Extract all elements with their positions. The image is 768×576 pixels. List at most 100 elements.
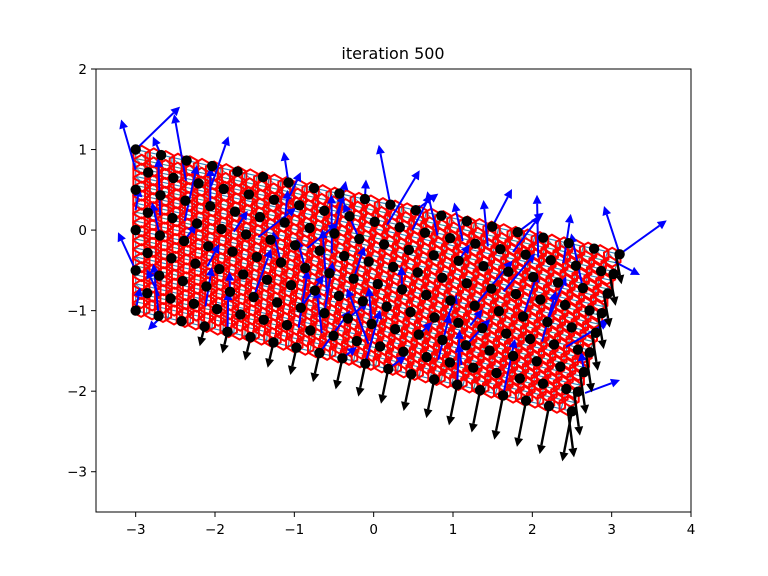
mesh-node: [216, 223, 227, 235]
mesh-node: [232, 166, 243, 177]
mesh-node: [577, 282, 589, 294]
force-arrow: [210, 136, 230, 187]
force-arrow: [469, 309, 483, 327]
load-arrow: [491, 395, 505, 440]
force-arrow: [479, 199, 489, 247]
force-arrow: [584, 378, 620, 394]
mesh-node: [477, 323, 488, 334]
load-arrow: [608, 273, 619, 306]
mesh-node: [486, 283, 497, 294]
mesh-node: [555, 361, 566, 372]
mesh-node: [410, 205, 421, 216]
load-arrow: [265, 342, 275, 368]
mesh-node: [453, 255, 464, 266]
mesh-node: [153, 310, 164, 322]
mesh-node: [363, 256, 374, 267]
axes-frame: [95, 68, 692, 513]
mesh-node: [240, 229, 252, 240]
load-arrow: [310, 352, 321, 383]
load-arrow: [596, 312, 607, 350]
mesh-node: [469, 300, 480, 311]
mesh-node: [257, 171, 269, 183]
load-arrow: [242, 336, 252, 361]
mesh-node: [167, 212, 178, 224]
mesh-node: [180, 195, 191, 206]
mesh-node: [354, 233, 365, 245]
x-tick-label: 1: [449, 522, 458, 538]
mesh-node: [563, 238, 574, 249]
mesh-node: [155, 149, 167, 161]
mesh-node: [584, 305, 595, 316]
mesh-node: [552, 277, 564, 288]
mesh-node: [142, 288, 153, 299]
load-arrow: [578, 371, 590, 415]
mesh-node: [188, 298, 200, 309]
load-arrow: [401, 373, 413, 411]
force-arrow: [318, 229, 328, 294]
mesh-node: [437, 272, 448, 283]
mesh-node: [203, 241, 214, 252]
mesh-node: [484, 345, 495, 356]
force-arrow: [491, 189, 512, 228]
mesh-node: [537, 378, 549, 389]
mesh-node: [357, 296, 368, 307]
mesh-node: [279, 217, 290, 228]
mesh-node: [444, 233, 456, 244]
force-arrow: [171, 114, 187, 181]
mesh-node: [538, 232, 549, 243]
mesh-node: [130, 224, 141, 236]
plot-area: [117, 106, 667, 462]
load-arrow: [614, 254, 625, 285]
mesh-node: [572, 344, 584, 355]
mesh-node: [461, 216, 472, 227]
load-arrow: [378, 368, 390, 404]
mesh-node: [130, 305, 141, 316]
mesh-node: [429, 374, 440, 385]
x-tick-label: 3: [607, 522, 616, 538]
mesh-node: [470, 238, 481, 249]
mesh-node: [258, 314, 269, 325]
x-tick-label: −2: [205, 522, 225, 538]
mesh-node: [191, 218, 203, 229]
mesh-node: [229, 206, 241, 217]
mesh-node: [285, 280, 297, 291]
force-arrow: [149, 263, 160, 317]
mesh-node: [512, 227, 523, 238]
force-arrow: [619, 220, 667, 256]
mesh-node: [265, 234, 276, 245]
mesh-node: [359, 193, 371, 205]
mesh-node: [268, 194, 280, 205]
force-arrow: [532, 194, 542, 258]
mesh-node: [165, 293, 176, 304]
mesh-node: [388, 261, 399, 273]
force-arrow: [327, 194, 337, 254]
load-arrow: [590, 332, 601, 371]
load-arrows: [197, 254, 625, 462]
mesh-node: [283, 177, 294, 188]
mesh-node: [243, 189, 255, 200]
mesh-nodes: [130, 144, 625, 417]
load-arrow: [468, 389, 482, 433]
mesh-node: [493, 306, 505, 317]
mesh-node: [143, 167, 154, 178]
force-arrow: [117, 232, 137, 271]
mesh-node: [305, 325, 316, 336]
mesh-node: [478, 261, 489, 272]
mesh-node: [218, 183, 229, 195]
mesh-node: [514, 373, 525, 384]
mesh-node: [398, 346, 409, 357]
mesh-node: [507, 350, 519, 362]
mesh-node: [461, 278, 472, 289]
mesh-node: [501, 328, 512, 339]
mesh-node: [142, 207, 154, 218]
mesh-node: [224, 286, 236, 297]
mesh-node: [201, 281, 212, 292]
mesh-node: [272, 297, 283, 308]
mesh-node: [444, 357, 456, 368]
mesh-node: [205, 201, 216, 212]
mesh-node: [154, 270, 165, 281]
mesh-node: [168, 172, 179, 184]
force-arrow: [252, 248, 273, 298]
mesh-node: [275, 257, 287, 268]
